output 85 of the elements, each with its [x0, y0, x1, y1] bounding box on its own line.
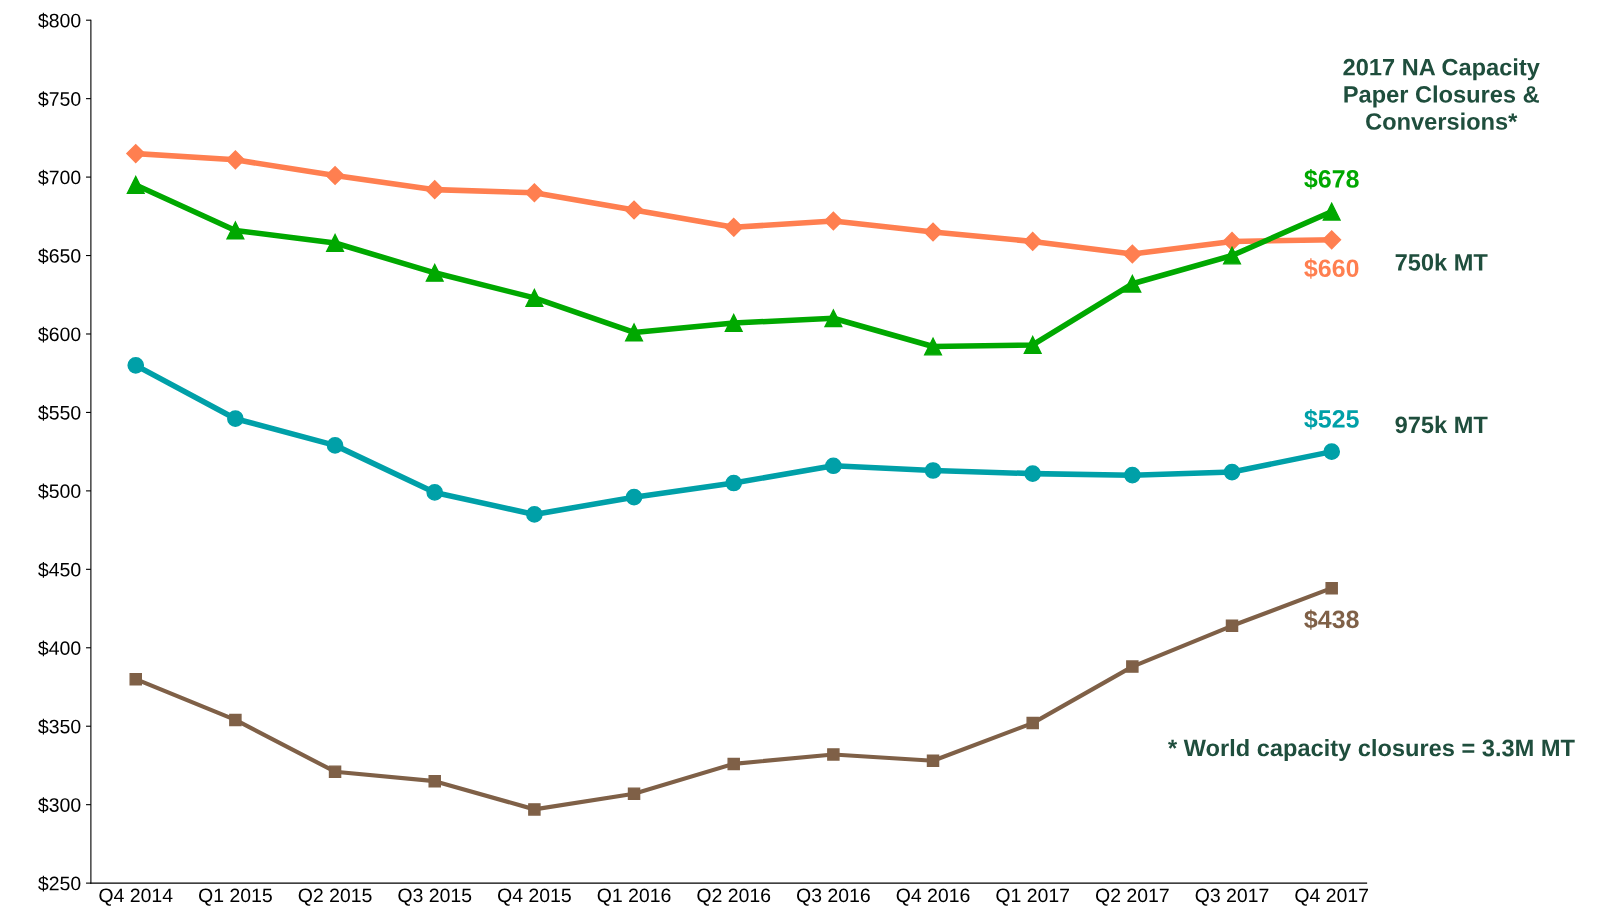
point [524, 183, 544, 203]
y-tick-label: $550 [38, 405, 81, 421]
point [526, 506, 543, 523]
point [627, 787, 641, 800]
point [525, 288, 544, 307]
point [1023, 335, 1042, 354]
point [1322, 230, 1342, 250]
x-tick-label: Q2 2015 [298, 888, 372, 906]
x-tick-label: Q1 2016 [597, 888, 671, 906]
data-label: $525 [1304, 409, 1359, 430]
text: 975k MT [1395, 415, 1488, 434]
point [325, 165, 345, 186]
y-tick-label: $500 [38, 483, 81, 500]
point [1023, 231, 1043, 251]
point [823, 211, 843, 231]
data-label: $678 [1304, 168, 1359, 190]
point [924, 462, 942, 479]
point [1122, 244, 1142, 264]
data-label: $438 [1304, 609, 1359, 630]
annotation: * World capacity closures = 3.3M MT [1168, 739, 1575, 762]
y-tick-label: $700 [38, 169, 81, 186]
point [227, 410, 244, 428]
point [1225, 619, 1239, 633]
y-tick-label: $300 [38, 797, 81, 814]
y-tick-label: $600 [38, 326, 81, 343]
point [425, 180, 445, 200]
annotation: 2017 NA Capacity Paper Closures & Conversions* [1343, 58, 1540, 130]
y-tick-label: $750 [38, 91, 81, 108]
x-tick-label: Q2 2016 [697, 888, 771, 906]
point [924, 337, 943, 356]
x-tick-label: Q4 2014 [99, 888, 173, 906]
point [1123, 274, 1142, 293]
point [825, 457, 842, 475]
point [727, 757, 740, 771]
point [328, 765, 342, 778]
point [126, 144, 146, 164]
point [725, 474, 743, 492]
point [824, 309, 843, 328]
point [1026, 716, 1039, 730]
point [425, 263, 444, 282]
point [1325, 581, 1338, 595]
y-tick-label: $650 [38, 248, 81, 264]
point [1323, 443, 1341, 460]
point [326, 437, 344, 454]
point [1126, 660, 1139, 673]
point [127, 357, 145, 374]
x-tick-label: Q3 2015 [398, 888, 472, 906]
y-tick-label: $350 [38, 718, 81, 735]
x-tick-label: Q4 2015 [498, 888, 571, 906]
point [225, 150, 245, 170]
point [126, 175, 145, 194]
point [426, 484, 444, 501]
point [428, 774, 441, 788]
y-tick-label: $250 [38, 875, 81, 892]
point [724, 313, 743, 333]
point [1024, 465, 1042, 482]
point [226, 221, 245, 240]
point [624, 200, 644, 220]
y-tick-label: $400 [38, 640, 81, 657]
point [724, 217, 744, 237]
point [1222, 246, 1242, 265]
x-tick-label: Q1 2015 [199, 888, 272, 906]
point [528, 803, 541, 816]
point [625, 488, 643, 506]
point [1124, 466, 1141, 484]
point [827, 748, 840, 761]
x-tick-label: Q1 2017 [996, 888, 1070, 906]
point [229, 713, 242, 727]
x-tick-label: Q3 2016 [797, 888, 870, 906]
point [1223, 463, 1241, 481]
point [129, 672, 142, 686]
point [1222, 231, 1242, 251]
x-tick-label: Q2 2017 [1095, 888, 1169, 906]
text: 750k MT [1395, 253, 1488, 271]
point [923, 222, 943, 242]
point [1322, 202, 1341, 221]
y-tick-label: $450 [38, 561, 81, 578]
y-tick-label: $800 [38, 12, 81, 29]
x-tick-label: Q4 2016 [896, 888, 970, 906]
point [625, 323, 644, 342]
x-tick-label: Q4 2017 [1295, 888, 1369, 906]
x-tick-label: Q3 2017 [1195, 888, 1269, 906]
point [326, 233, 345, 253]
point [926, 754, 940, 767]
data-label: $660 [1304, 258, 1359, 279]
